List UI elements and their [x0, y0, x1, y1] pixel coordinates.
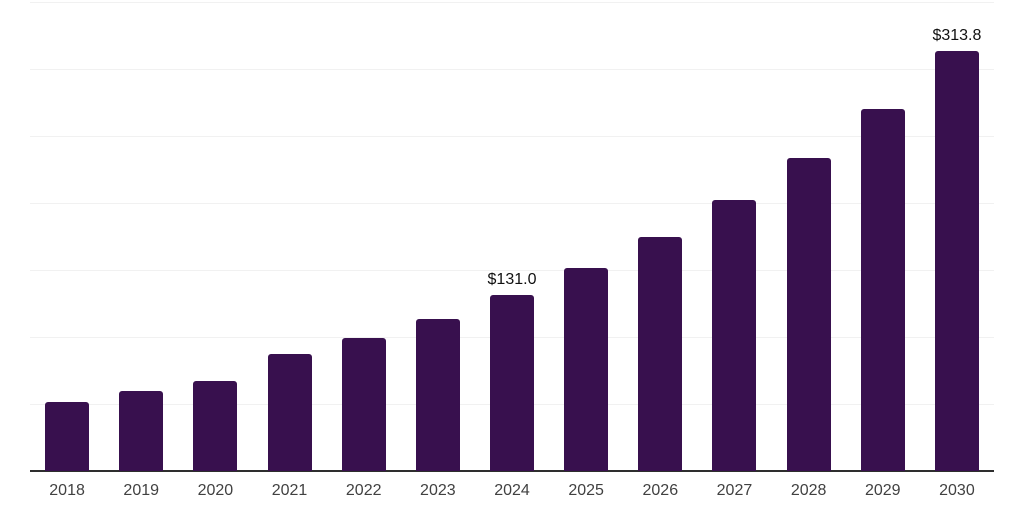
bar-2026	[638, 236, 683, 471]
bar-2029	[860, 108, 905, 471]
x-tick-label-2028: 2028	[790, 482, 827, 499]
x-tick-label-2021: 2021	[271, 482, 308, 499]
x-tick-label-2018: 2018	[49, 482, 85, 499]
bar-2030	[934, 50, 979, 471]
bar-2028	[786, 158, 831, 471]
bar-2020	[193, 380, 238, 471]
x-tick-label-2029: 2029	[864, 482, 901, 499]
x-tick-label-2025: 2025	[568, 482, 604, 499]
gridline-250	[30, 135, 994, 137]
gridline-200	[30, 202, 994, 204]
gridline-350	[30, 1, 994, 3]
bar-value-label-2024: $131.0	[487, 271, 537, 289]
bar-2025	[564, 268, 609, 471]
bar-2021	[267, 353, 312, 471]
x-tick-label-2019: 2019	[123, 482, 160, 499]
gridline-300	[30, 68, 994, 70]
bar-2019	[119, 391, 164, 471]
x-tick-label-2026: 2026	[642, 482, 679, 499]
bar-2024	[490, 295, 534, 471]
gridline-150	[30, 269, 994, 271]
x-tick-label-2030: 2030	[939, 482, 975, 499]
plot-area: $131.0 $313.8	[30, 0, 994, 472]
x-tick-label-2023: 2023	[420, 482, 456, 499]
bar-2027	[712, 200, 757, 471]
bar-2022	[341, 337, 386, 471]
bar-value-label-2030: $313.8	[932, 26, 982, 44]
x-tick-label-2020: 2020	[197, 482, 234, 499]
bar-2023	[415, 318, 460, 471]
bar-2018	[45, 401, 90, 471]
x-tick-label-2022: 2022	[345, 482, 382, 499]
x-tick-label-2024: 2024	[494, 482, 530, 499]
x-tick-label-2027: 2027	[716, 482, 753, 499]
